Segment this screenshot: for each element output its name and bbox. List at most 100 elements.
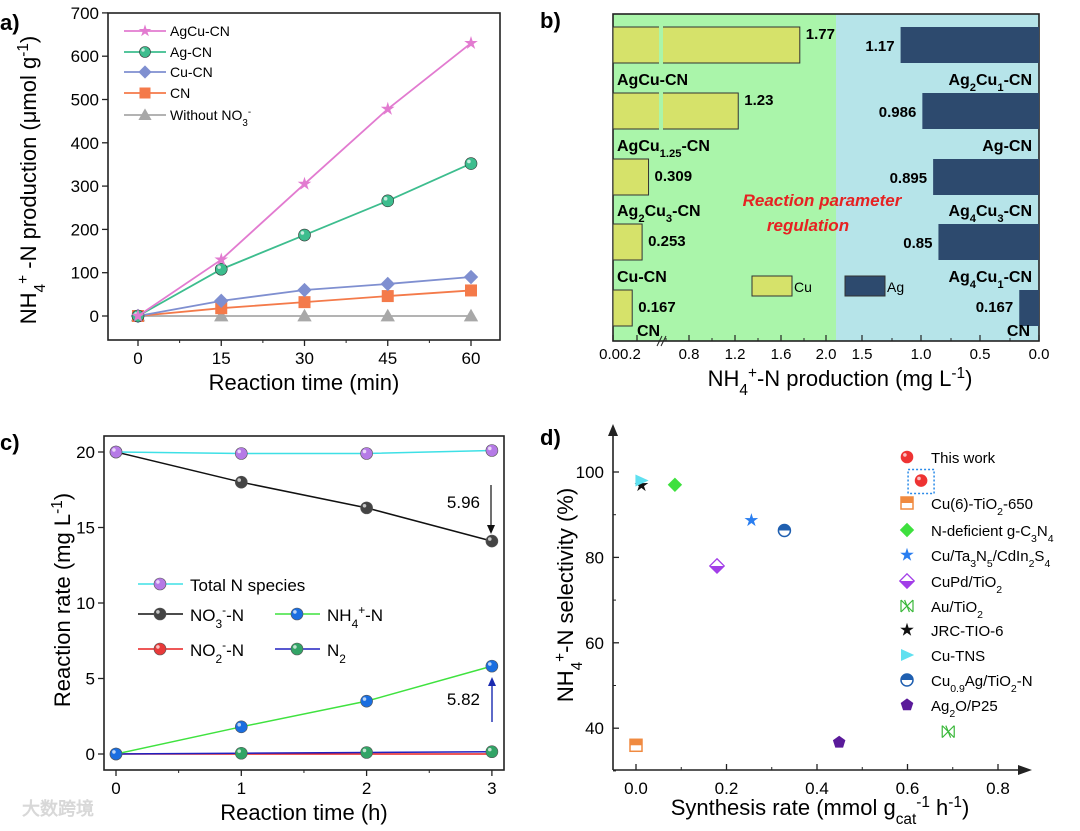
legend-marker (290, 607, 304, 621)
axis-break-mark (656, 335, 667, 347)
x-tick-label: 15 (212, 349, 231, 368)
x-tick-label: 0.8 (986, 779, 1010, 798)
x-axis-label: NH4+-N production (mg L-1) (708, 365, 973, 399)
data-point (214, 308, 229, 322)
legend-label: Cu(6)-TiO2-650 (931, 496, 1033, 518)
marker-circle (360, 746, 373, 759)
marker-highlight (156, 645, 160, 649)
legend-label: Ag2O/P25 (931, 698, 998, 720)
data-point (298, 296, 311, 309)
y-axis-label: NH4+-N selectivity (%) (552, 488, 586, 702)
ag-sample-label: CN (1007, 323, 1030, 340)
data-point (485, 659, 499, 673)
ag-bar (1019, 290, 1039, 326)
y-tick-label: 60 (585, 634, 604, 653)
marker-circle (360, 447, 373, 460)
marker-highlight (156, 610, 160, 614)
marker-highlight (467, 159, 471, 164)
data-point (464, 36, 478, 49)
ag-bar-group: 1.17 Ag2Cu1-CN (865, 27, 1039, 94)
ag-bar-group: 0.986 Ag-CN (879, 93, 1039, 155)
data-point (465, 284, 477, 297)
scatter-point (777, 523, 792, 538)
marker-highlight (383, 196, 388, 201)
data-point (380, 276, 395, 292)
y-tick-label: 5 (86, 670, 95, 689)
marker-circle (153, 642, 167, 656)
marker-square-top (630, 739, 642, 746)
series-star (131, 36, 478, 322)
arrow-up-head (488, 677, 496, 686)
y-axis-label: Reaction rate (mg L-1) (49, 493, 76, 707)
ag-bar-value: 0.85 (903, 235, 932, 252)
x-tick-label: 1.2 (725, 346, 746, 363)
scatter-point (667, 477, 683, 493)
marker-triangle (297, 308, 312, 322)
legend-label: Cu/Ta3N5/CdIn2S4 (931, 548, 1050, 570)
marker-highlight (362, 503, 367, 508)
legend-label: Ag-CN (170, 44, 212, 60)
legend-marker (290, 642, 304, 656)
cu-bar-group: 0.309 Ag2Cu3-CN (612, 158, 701, 225)
marker-highlight (237, 478, 241, 482)
x-tick-label: 3 (487, 779, 496, 798)
cu-bar (612, 26, 801, 64)
marker-highlight (488, 662, 492, 666)
marker-highlight (362, 697, 367, 701)
legend-marker (139, 46, 151, 58)
legend-ag-swatch (844, 275, 886, 297)
ag-bar-value: 0.986 (879, 104, 917, 121)
marker-diamond (380, 276, 395, 292)
x-axis-arrow (1018, 765, 1032, 775)
series-diamond (130, 269, 479, 324)
ag-bar-group: 0.895 Ag4Cu3-CN (890, 159, 1039, 225)
marker-star (297, 176, 312, 190)
y-tick-label: 10 (76, 594, 95, 613)
marker-star (214, 252, 229, 266)
x-tick-label: 0.5 (970, 346, 991, 363)
marker-highlight (293, 610, 297, 614)
marker-circle (235, 447, 248, 460)
x-tick-label: 45 (378, 349, 397, 368)
x-tick-label: 0.2 (715, 779, 739, 798)
arrow-down-head (487, 525, 495, 534)
ag-bar (922, 93, 1039, 129)
data-point (485, 444, 499, 457)
legend-label: Cu-TNS (931, 648, 985, 665)
marker-circle (153, 607, 167, 621)
y-tick-label: 600 (71, 47, 99, 66)
marker-star (380, 101, 395, 115)
scatter-point-group: Ag2O/P25 (832, 698, 998, 748)
y-tick-label: 100 (71, 264, 99, 283)
scatter-point-group: Cu-TNS (635, 474, 985, 665)
scatter-point (629, 738, 643, 753)
ag-sample-label: Ag2Cu1-CN (948, 72, 1032, 94)
data-point (131, 308, 145, 322)
panel-c: c) 0 1 2 3 0 5 10 15 20 Reaction time (h) Reaction … (0, 430, 505, 825)
cu-bar-value: 0.253 (648, 233, 686, 250)
x-tick-label: 0.8 (679, 346, 700, 363)
marker-cross-box (941, 725, 955, 739)
marker-highlight (156, 580, 160, 584)
series-line (115, 449, 492, 455)
data-point (109, 747, 123, 761)
data-point (463, 308, 479, 322)
data-point (360, 694, 373, 708)
marker-circle (485, 534, 499, 548)
panel-label-a: a) (0, 10, 20, 35)
marker-circle (485, 745, 499, 759)
legend-label: JRC-TIO-6 (931, 623, 1004, 640)
x-tick-label: 2 (362, 779, 371, 798)
legend-label: Without NO3- (170, 107, 251, 129)
marker-triangle-right (635, 474, 649, 487)
x-tick-label: 1.6 (771, 346, 792, 363)
legend-cu-swatch (751, 275, 793, 297)
y-tick-label: 100 (576, 463, 604, 482)
x-tick-label: 60 (462, 349, 481, 368)
cu-bar (612, 92, 739, 130)
marker-triangle (214, 308, 229, 322)
series (109, 444, 499, 460)
legend-marker (139, 87, 151, 99)
marker-highlight (112, 750, 116, 754)
legend-label: This work (931, 450, 996, 467)
